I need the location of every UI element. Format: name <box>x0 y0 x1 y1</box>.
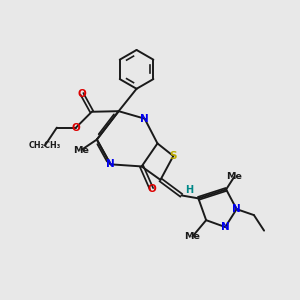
Text: S: S <box>169 151 177 161</box>
Text: N: N <box>232 204 241 214</box>
Text: Me: Me <box>74 146 89 154</box>
Text: O: O <box>77 89 86 99</box>
Text: Me: Me <box>184 232 200 241</box>
Text: N: N <box>140 114 149 124</box>
Text: CH₂CH₃: CH₂CH₃ <box>29 141 61 150</box>
Text: N: N <box>106 159 115 169</box>
Text: O: O <box>72 123 80 133</box>
Text: Me: Me <box>226 172 242 182</box>
Text: N: N <box>221 222 230 232</box>
Text: H: H <box>185 185 193 195</box>
Text: O: O <box>147 184 156 194</box>
